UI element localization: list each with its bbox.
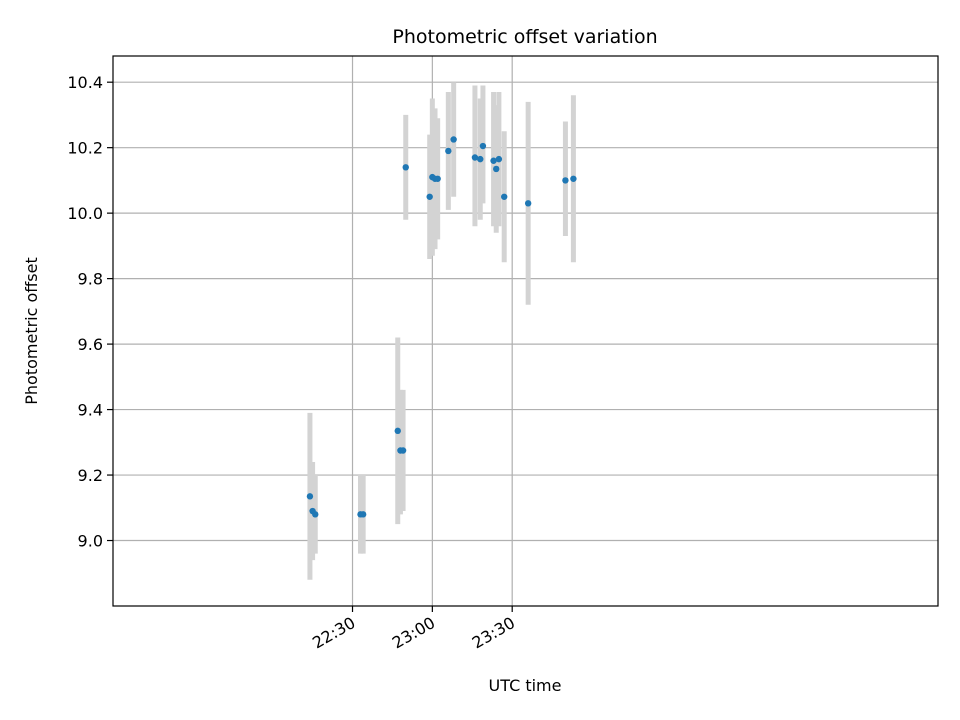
y-tick-label: 9.6 — [78, 335, 103, 354]
data-point — [501, 193, 508, 200]
data-point — [426, 193, 433, 200]
data-point — [450, 136, 457, 143]
data-points — [306, 136, 577, 518]
data-point — [490, 157, 497, 164]
data-point — [562, 177, 569, 184]
data-point — [394, 427, 401, 435]
y-tick-label: 10.0 — [67, 204, 103, 223]
y-tick-label: 9.2 — [78, 466, 103, 485]
data-point — [471, 154, 479, 161]
data-point — [479, 142, 487, 150]
data-point — [524, 200, 532, 207]
chart-title: Photometric offset variation — [392, 26, 657, 48]
plot-frame — [112, 55, 939, 607]
data-point — [359, 511, 367, 518]
y-tick-label: 9.8 — [78, 270, 103, 289]
data-point — [493, 165, 500, 173]
data-point — [306, 493, 314, 500]
data-point — [312, 511, 319, 518]
y-tick-label: 10.4 — [67, 73, 103, 92]
data-point — [495, 155, 503, 163]
data-point — [399, 447, 407, 454]
y-axis-ticks: 9.0 9.2 9.4 9.6 9.8 10.0 10.2 10.4 — [67, 73, 113, 551]
data-point — [477, 155, 484, 163]
y-tick-label: 9.0 — [78, 532, 103, 551]
y-tick-label: 9.4 — [78, 401, 103, 420]
data-point — [445, 147, 452, 155]
data-point — [570, 175, 577, 182]
data-point — [402, 164, 409, 171]
grid — [113, 56, 938, 606]
y-tick-label: 10.2 — [67, 139, 103, 158]
x-axis-label: UTC time — [489, 676, 562, 695]
data-point — [434, 175, 441, 182]
y-axis-label: Photometric offset — [22, 257, 41, 405]
